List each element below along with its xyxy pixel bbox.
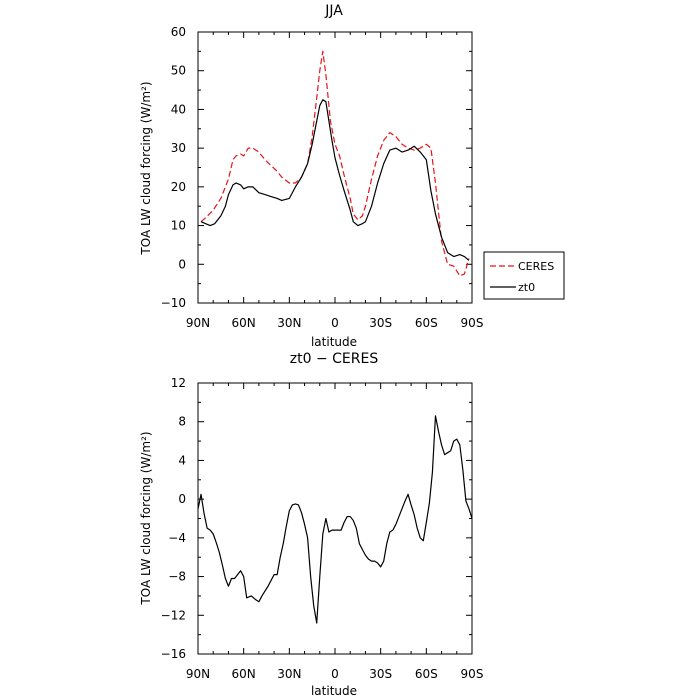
top-panel: JJA 90N 60N 30N 0 30S 60S 90S −10 0 10 20 30 40 50 60… bbox=[139, 3, 565, 349]
bottom-y-tick-label: 0 bbox=[178, 492, 186, 506]
bottom-axis-ticks bbox=[197, 382, 473, 655]
top-y-tick-label: 30 bbox=[171, 141, 186, 155]
top-x-tick-label: 60S bbox=[415, 316, 438, 330]
top-axis-ticks bbox=[197, 31, 473, 304]
top-y-tick-label: 20 bbox=[171, 180, 186, 194]
top-x-tick-label: 30S bbox=[369, 316, 392, 330]
bottom-y-tick-label: −8 bbox=[168, 570, 186, 584]
legend-box bbox=[483, 251, 565, 300]
bottom-y-tick-label: −12 bbox=[161, 608, 186, 622]
bottom-plot-frame bbox=[197, 382, 473, 655]
bottom-chart-title: zt0 − CERES bbox=[290, 351, 379, 367]
legend-label-ceres: CERES bbox=[518, 260, 554, 273]
top-y-tick-label: 50 bbox=[171, 64, 186, 78]
top-series-group bbox=[200, 50, 470, 277]
bottom-y-tick-label: −16 bbox=[161, 647, 186, 661]
top-series-line-zt0 bbox=[200, 99, 470, 261]
bottom-x-tick-label: 60S bbox=[415, 667, 438, 681]
bottom-y-tick-labels: −16 −12 −8 −4 0 4 8 12 bbox=[161, 376, 186, 661]
top-x-axis-label: latitude bbox=[311, 335, 357, 349]
legend-label-zt0: zt0 bbox=[518, 281, 535, 294]
bottom-x-tick-label: 0 bbox=[331, 667, 339, 681]
bottom-x-tick-labels: 90N 60N 30N 0 30S 60S 90S bbox=[186, 667, 484, 681]
bottom-y-tick-label: 12 bbox=[171, 376, 186, 390]
bottom-x-axis-label: latitude bbox=[311, 684, 357, 698]
bottom-x-tick-label: 30N bbox=[277, 667, 301, 681]
bottom-series-group bbox=[197, 415, 473, 624]
top-y-axis-label: TOA LW cloud forcing (W/m²) bbox=[139, 81, 153, 255]
top-plot-frame bbox=[197, 31, 473, 304]
top-x-tick-label: 90S bbox=[461, 316, 484, 330]
legend: CERES zt0 bbox=[483, 251, 565, 300]
top-y-tick-label: 40 bbox=[171, 102, 186, 116]
bottom-x-tick-label: 30S bbox=[369, 667, 392, 681]
bottom-x-tick-label: 60N bbox=[232, 667, 256, 681]
bottom-y-tick-label: 4 bbox=[178, 453, 186, 467]
top-x-tick-label: 30N bbox=[277, 316, 301, 330]
bottom-y-tick-label: 8 bbox=[178, 415, 186, 429]
top-y-tick-label: 10 bbox=[171, 219, 186, 233]
top-y-tick-label: 0 bbox=[178, 257, 186, 271]
top-y-tick-labels: −10 0 10 20 30 40 50 60 bbox=[161, 25, 186, 310]
top-y-tick-label: 60 bbox=[171, 25, 186, 39]
bottom-x-tick-label: 90N bbox=[186, 667, 210, 681]
bottom-panel: zt0 − CERES 90N 60N 30N 0 30S 60S 90S −16 −12 −8… bbox=[139, 351, 483, 698]
top-chart-title: JJA bbox=[324, 3, 343, 19]
bottom-y-axis-label: TOA LW cloud forcing (W/m²) bbox=[139, 431, 153, 605]
top-x-tick-labels: 90N 60N 30N 0 30S 60S 90S bbox=[186, 316, 484, 330]
top-x-tick-label: 0 bbox=[331, 316, 339, 330]
bottom-series-line-difference bbox=[197, 415, 473, 624]
top-x-tick-label: 90N bbox=[186, 316, 210, 330]
bottom-x-tick-label: 90S bbox=[461, 667, 484, 681]
top-y-tick-label: −10 bbox=[161, 296, 186, 310]
bottom-y-tick-label: −4 bbox=[168, 531, 186, 545]
top-x-tick-label: 60N bbox=[232, 316, 256, 330]
top-series-line-ceres bbox=[200, 50, 470, 277]
